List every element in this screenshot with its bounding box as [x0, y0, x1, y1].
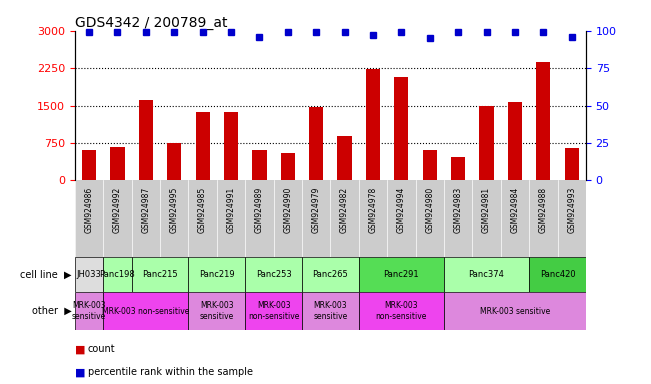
Text: MRK-003
sensitive: MRK-003 sensitive	[313, 301, 348, 321]
Bar	[444, 257, 529, 292]
Text: Panc198: Panc198	[100, 270, 135, 279]
Text: GSM924989: GSM924989	[255, 187, 264, 233]
Text: GSM924978: GSM924978	[368, 187, 378, 233]
Text: GSM924991: GSM924991	[227, 187, 236, 233]
Text: GSM924990: GSM924990	[283, 187, 292, 233]
Bar	[479, 106, 493, 180]
Text: ■: ■	[75, 344, 85, 354]
Text: GDS4342 / 200789_at: GDS4342 / 200789_at	[75, 16, 227, 30]
Bar	[111, 147, 124, 180]
Bar	[75, 292, 104, 330]
Text: GSM924979: GSM924979	[312, 187, 321, 233]
Bar	[245, 292, 302, 330]
Bar	[444, 292, 586, 330]
Bar	[82, 149, 96, 180]
Bar	[104, 257, 132, 292]
Text: Panc374: Panc374	[469, 270, 505, 279]
Text: MRK-003 sensitive: MRK-003 sensitive	[480, 306, 550, 316]
Text: GSM924993: GSM924993	[567, 187, 576, 233]
Text: MRK-003
sensitive: MRK-003 sensitive	[200, 301, 234, 321]
Text: Panc291: Panc291	[383, 270, 419, 279]
Bar	[224, 112, 238, 180]
Bar	[366, 69, 380, 180]
Bar	[188, 257, 245, 292]
Bar	[167, 143, 182, 180]
Bar	[529, 257, 586, 292]
Text: percentile rank within the sample: percentile rank within the sample	[88, 367, 253, 377]
Bar	[139, 99, 153, 180]
Text: GSM924980: GSM924980	[425, 187, 434, 233]
Text: MRK-003
non-sensitive: MRK-003 non-sensitive	[376, 301, 427, 321]
Text: GSM924983: GSM924983	[454, 187, 463, 233]
Text: Panc265: Panc265	[312, 270, 348, 279]
Bar	[302, 257, 359, 292]
Bar	[359, 292, 444, 330]
Bar	[195, 112, 210, 180]
Text: MRK-003
sensitive: MRK-003 sensitive	[72, 301, 106, 321]
Bar	[359, 257, 444, 292]
Text: GSM924984: GSM924984	[510, 187, 519, 233]
Bar	[132, 257, 188, 292]
Text: GSM924982: GSM924982	[340, 187, 349, 233]
Bar	[245, 257, 302, 292]
Text: GSM924992: GSM924992	[113, 187, 122, 233]
Bar	[564, 148, 579, 180]
Text: GSM924985: GSM924985	[198, 187, 207, 233]
Bar	[188, 292, 245, 330]
Text: GSM924994: GSM924994	[397, 187, 406, 233]
Text: GSM924981: GSM924981	[482, 187, 491, 233]
Text: count: count	[88, 344, 115, 354]
Bar	[104, 292, 188, 330]
Text: GSM924988: GSM924988	[539, 187, 547, 233]
Text: MRK-003
non-sensitive: MRK-003 non-sensitive	[248, 301, 299, 321]
Text: Panc215: Panc215	[142, 270, 178, 279]
Bar	[536, 62, 550, 180]
Text: Panc219: Panc219	[199, 270, 234, 279]
Bar	[309, 107, 324, 180]
Bar	[75, 257, 104, 292]
Bar	[451, 157, 465, 180]
Bar	[302, 292, 359, 330]
Bar	[508, 102, 522, 180]
Bar	[337, 136, 352, 180]
Text: MRK-003 non-sensitive: MRK-003 non-sensitive	[102, 306, 189, 316]
Bar	[395, 77, 408, 180]
Text: GSM924995: GSM924995	[170, 187, 179, 233]
Text: ■: ■	[75, 367, 85, 377]
Text: JH033: JH033	[77, 270, 102, 279]
Text: Panc253: Panc253	[256, 270, 292, 279]
Text: GSM924987: GSM924987	[141, 187, 150, 233]
Text: Panc420: Panc420	[540, 270, 575, 279]
Bar	[422, 149, 437, 180]
Text: cell line  ▶: cell line ▶	[20, 270, 72, 280]
Bar	[253, 149, 266, 180]
Text: GSM924986: GSM924986	[85, 187, 94, 233]
Text: other  ▶: other ▶	[32, 306, 72, 316]
Bar	[281, 152, 295, 180]
